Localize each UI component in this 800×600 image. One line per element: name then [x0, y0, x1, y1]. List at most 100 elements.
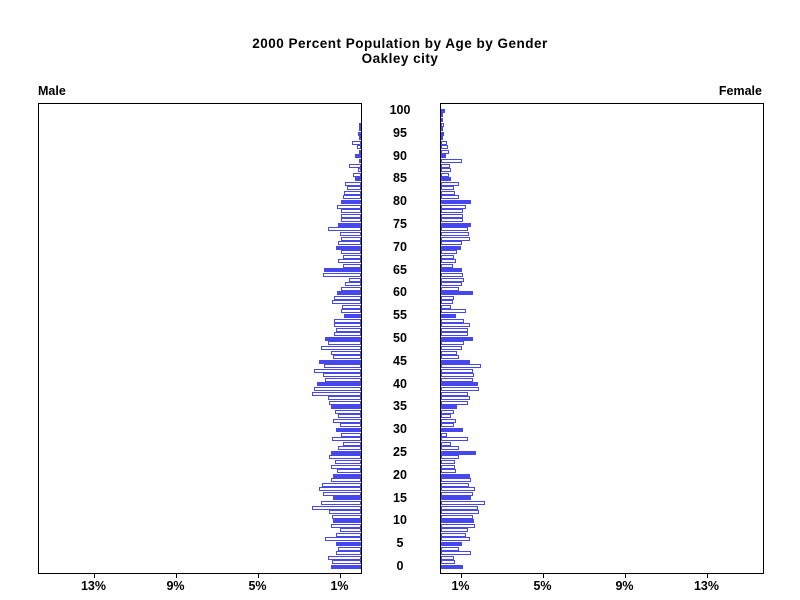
female-pct-tick-label: 13%	[693, 579, 720, 593]
female-bar-age-0	[441, 564, 463, 569]
female-bar-age-84	[441, 181, 460, 186]
male-bar-age-55	[343, 314, 361, 318]
female-bar-age-44	[441, 364, 481, 369]
female-bar-age-96	[441, 127, 444, 131]
male-bar-age-41	[325, 377, 361, 382]
female-bar-age-45	[441, 359, 470, 364]
female-bar-age-99	[441, 113, 444, 118]
age-tick-label-15: 15	[393, 490, 407, 505]
female-bar-age-34	[441, 409, 455, 414]
female-bar-age-47	[441, 350, 458, 355]
male-bar-age-77	[340, 213, 361, 218]
male-bar-age-65	[324, 268, 361, 273]
male-bar-age-30	[336, 428, 361, 432]
female-bar-age-30	[441, 428, 463, 432]
male-pct-tick	[257, 573, 259, 578]
female-bar-age-46	[441, 355, 460, 359]
male-bar-age-49	[328, 341, 361, 346]
female-bar-age-91	[441, 149, 450, 154]
male-bar-age-54	[334, 318, 361, 323]
male-bar-age-25	[331, 450, 361, 455]
female-bar-age-17	[441, 487, 475, 492]
female-bar-age-13	[441, 505, 478, 510]
female-bar-age-3	[441, 551, 471, 556]
female-bar-age-61	[441, 286, 460, 291]
female-bar-age-4	[441, 546, 460, 551]
male-bar-age-93	[351, 140, 361, 145]
male-bar-age-58	[332, 300, 361, 305]
male-bar-age-63	[348, 277, 361, 282]
male-bar-age-79	[337, 204, 361, 209]
female-bar-age-74	[441, 227, 468, 232]
male-panel	[38, 103, 362, 574]
female-bar-age-16	[441, 491, 473, 496]
female-bar-age-86	[441, 172, 450, 177]
female-bar-age-22	[441, 464, 456, 469]
male-pct-tick	[175, 573, 177, 578]
chart-title-line2: Oakley city	[361, 51, 439, 66]
male-bar-age-13	[311, 505, 361, 510]
male-bar-age-15	[333, 496, 361, 501]
male-bar-age-67	[338, 259, 361, 264]
female-bar-age-15	[441, 496, 471, 501]
female-bar-age-37	[441, 396, 470, 401]
male-bar-age-40	[316, 382, 361, 387]
female-bar-age-85	[441, 177, 452, 182]
male-bar-age-57	[341, 304, 361, 309]
female-bar-age-90	[441, 154, 447, 159]
male-bar-age-84	[344, 181, 361, 186]
female-bar-age-73	[441, 231, 469, 236]
male-bar-age-28	[332, 437, 361, 442]
male-pct-tick	[93, 573, 95, 578]
male-bar-age-97	[359, 122, 361, 127]
age-tick-label-40: 40	[393, 376, 407, 391]
male-bar-age-5	[336, 542, 361, 546]
female-pct-tick-label: 5%	[533, 579, 552, 593]
age-tick-label-80: 80	[393, 194, 407, 209]
male-bar-age-68	[342, 254, 361, 259]
male-bar-age-96	[358, 127, 361, 131]
female-bar-age-51	[441, 332, 468, 337]
male-bar-age-62	[344, 282, 361, 287]
female-bar-age-82	[441, 190, 456, 195]
male-bar-age-7	[336, 532, 361, 537]
female-bar-age-57	[441, 304, 452, 309]
male-bar-age-59	[334, 295, 361, 300]
male-bar-age-27	[342, 441, 361, 446]
male-pct-tick-label: 5%	[248, 579, 267, 593]
male-bar-age-95	[357, 131, 361, 136]
female-bar-age-26	[441, 446, 460, 451]
age-tick-label-10: 10	[393, 513, 407, 528]
male-bar-age-66	[342, 263, 361, 268]
male-bar-age-6	[325, 537, 361, 542]
female-bar-age-18	[441, 482, 469, 487]
male-bar-age-35	[331, 405, 361, 410]
female-bar-age-2	[441, 555, 455, 560]
male-bar-age-23	[335, 459, 361, 464]
age-tick-label-85: 85	[393, 171, 407, 186]
female-bar-age-12	[441, 510, 479, 515]
female-bar-age-66	[441, 263, 454, 268]
female-bar-age-31	[441, 423, 455, 428]
female-bar-age-52	[441, 327, 468, 332]
female-bar-age-78	[441, 209, 463, 214]
male-bar-age-34	[335, 409, 361, 414]
male-bar-age-43	[313, 368, 361, 373]
male-bar-age-19	[331, 478, 361, 483]
female-bar-age-48	[441, 345, 462, 350]
female-bar-age-98	[441, 117, 444, 122]
age-tick-label-45: 45	[393, 353, 407, 368]
female-bars	[441, 104, 763, 573]
male-bar-age-21	[337, 469, 361, 473]
female-bar-age-68	[441, 254, 455, 259]
female-bar-age-53	[441, 323, 470, 328]
female-bar-age-50	[441, 336, 473, 341]
age-tick-label-90: 90	[393, 148, 407, 163]
age-tick-label-55: 55	[393, 308, 407, 323]
male-bar-age-8	[339, 528, 361, 533]
age-tick-label-20: 20	[393, 467, 407, 482]
female-panel-label: Female	[718, 84, 762, 98]
male-bar-age-78	[340, 209, 361, 214]
age-tick-label-100: 100	[389, 103, 411, 117]
